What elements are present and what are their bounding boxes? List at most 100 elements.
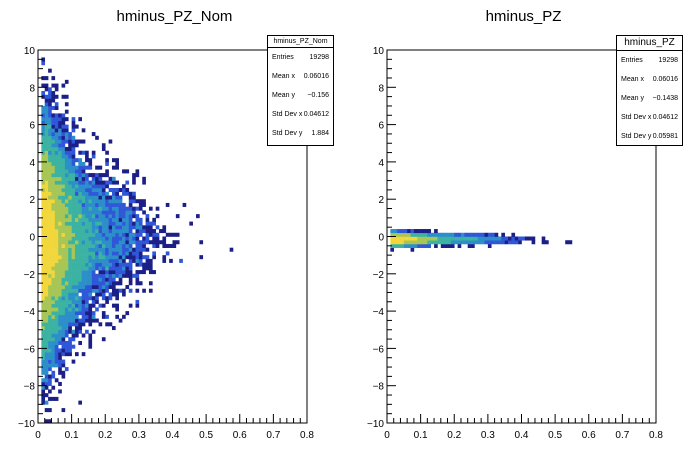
heatmap-cell: [48, 363, 52, 368]
heatmap-cell: [128, 214, 133, 219]
heatmap-cell: [128, 240, 133, 245]
heatmap-cell: [68, 329, 72, 334]
heatmap-cell: [105, 251, 109, 256]
heatmap-cell: [95, 307, 99, 312]
heatmap-cell: [61, 135, 66, 140]
heatmap-cell: [41, 396, 46, 401]
heatmap-cell: [85, 165, 89, 170]
heatmap-cell: [128, 210, 133, 215]
heatmap-cell: [48, 281, 52, 286]
heatmap-cell: [51, 273, 56, 278]
heatmap-cell: [88, 262, 93, 267]
heatmap-cell: [91, 270, 96, 275]
heatmap-cell: [108, 210, 113, 215]
heatmap-cell: [51, 236, 56, 241]
heatmap-cell: [44, 243, 49, 248]
heatmap-cell: [423, 232, 428, 237]
heatmap-cell: [105, 210, 109, 215]
heatmap-cell: [81, 188, 86, 193]
heatmap-cell: [430, 236, 435, 241]
heatmap-cell: [91, 191, 96, 196]
heatmap-cell: [58, 154, 62, 159]
heatmap-cell: [71, 158, 76, 163]
heatmap-cell: [48, 109, 52, 114]
heatmap-cell: [189, 221, 193, 226]
heatmap-cell: [81, 258, 86, 263]
heatmap-cell: [118, 255, 123, 260]
heatmap-cell: [81, 221, 86, 226]
heatmap-cell: [115, 262, 119, 267]
heatmap-cell: [81, 236, 86, 241]
heatmap-cell: [98, 221, 103, 226]
heatmap-cell: [44, 225, 49, 230]
heatmap-cell: [101, 240, 106, 245]
heatmap-cell: [54, 240, 59, 245]
heatmap-cell: [71, 169, 76, 174]
heatmap-cell: [95, 225, 99, 230]
heatmap-cell: [58, 363, 62, 368]
heatmap-cell: [467, 240, 472, 245]
heatmap-cell: [74, 240, 79, 245]
heatmap-cell: [78, 262, 83, 267]
heatmap-cell: [85, 154, 89, 159]
heatmap-cell: [91, 273, 96, 278]
heatmap-cell: [54, 128, 59, 133]
heatmap-cell: [128, 255, 133, 260]
heatmap-cell: [41, 139, 46, 144]
heatmap-cell: [68, 281, 72, 286]
heatmap-cell: [58, 318, 62, 323]
heatmap-cell: [390, 247, 395, 252]
heatmap-cell: [95, 277, 99, 282]
heatmap-cell: [95, 299, 99, 304]
heatmap-cell: [64, 139, 69, 144]
x-tick-label: 0.3: [481, 430, 495, 441]
heatmap-cell: [115, 210, 119, 215]
heatmap-cell: [58, 277, 62, 282]
heatmap-cell: [111, 199, 116, 204]
heatmap-cell: [111, 247, 116, 252]
heatmap-cell: [85, 258, 89, 263]
heatmap-cell: [115, 255, 119, 260]
heatmap-cell: [108, 199, 113, 204]
heatmap-cell: [407, 229, 411, 234]
heatmap-cell: [41, 61, 46, 66]
heatmap-cell: [95, 188, 99, 193]
heatmap-cell: [199, 240, 204, 245]
heatmap-cell: [132, 225, 136, 230]
heatmap-cell: [64, 176, 69, 181]
stats-box-left[interactable]: hminus_PZ_Nom Entries 19298 Mean x 0.06016…: [267, 35, 334, 146]
heatmap-cell: [88, 232, 93, 237]
heatmap-cell: [74, 124, 79, 129]
heatmap-cell: [91, 206, 96, 211]
heatmap-cell: [71, 195, 76, 200]
heatmap-cell: [44, 87, 49, 92]
heatmap-cell: [48, 188, 52, 193]
heatmap-cell: [54, 255, 59, 260]
heatmap-cell: [125, 191, 130, 196]
histogram-2d-right: 0 0.1 0.2 0.3 0.4 0.5 0.6 0.7 0.8−10−8−6−4−20246…: [367, 46, 663, 441]
heatmap-cell: [115, 180, 119, 185]
heatmap-cell: [41, 359, 46, 364]
heatmap-cell: [142, 210, 146, 215]
heatmap-cell: [85, 329, 89, 334]
heatmap-cell: [125, 247, 130, 252]
heatmap-cell: [101, 270, 106, 275]
heatmap-cell: [61, 303, 66, 308]
heatmap-cell: [125, 206, 130, 211]
heatmap-cell: [74, 217, 79, 222]
heatmap-cell: [115, 221, 119, 226]
heatmap-cell: [413, 243, 418, 248]
heatmap-cell: [71, 146, 76, 152]
heatmap-cell: [51, 255, 56, 260]
heatmap-cell: [44, 277, 49, 282]
heatmap-cell: [41, 109, 46, 114]
heatmap-cell: [64, 210, 69, 215]
heatmap-cell: [91, 240, 96, 245]
heatmap-cell: [108, 176, 113, 181]
heatmap-cell: [51, 333, 56, 338]
heatmap-cell: [68, 154, 72, 159]
heatmap-cell: [64, 229, 69, 234]
heatmap-cell: [41, 76, 46, 81]
stats-box-right[interactable]: hminus_PZ Entries 19298 Mean x 0.06016 Mea…: [616, 35, 683, 146]
heatmap-cell: [132, 221, 136, 226]
